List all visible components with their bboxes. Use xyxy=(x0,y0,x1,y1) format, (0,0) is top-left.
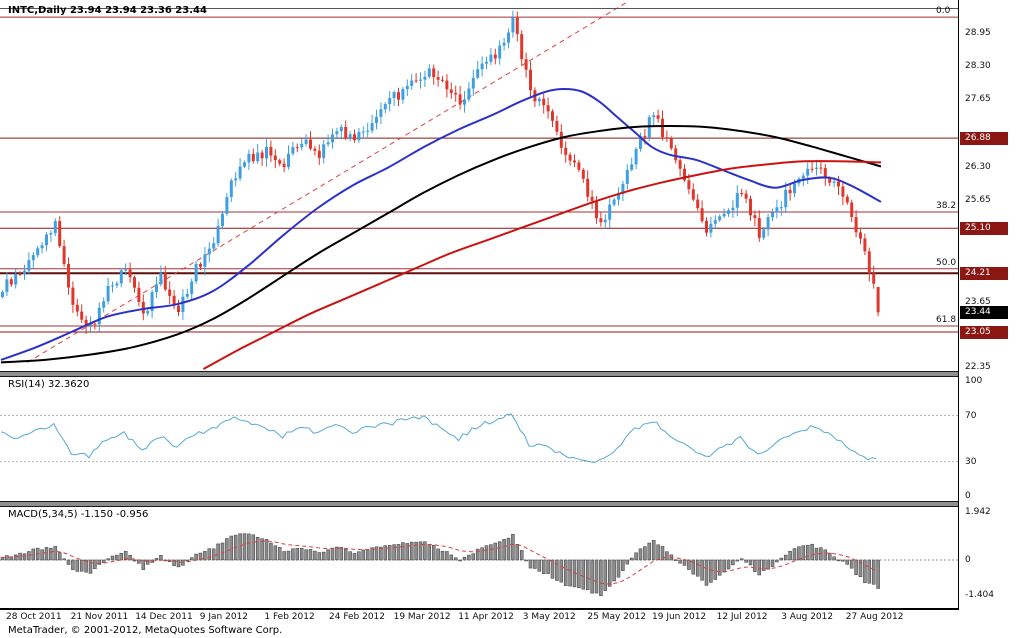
date-label: 14 Dec 2011 xyxy=(135,612,193,622)
price-tick-label: 26.30 xyxy=(965,162,991,173)
time-axis[interactable]: 28 Oct 2011 21 Nov 2011 14 Dec 2011 9 Jan 2… xyxy=(0,612,958,624)
date-label: 11 Apr 2012 xyxy=(458,612,514,622)
time-axis-border xyxy=(0,608,1017,610)
macd-tick-label: 0 xyxy=(965,554,971,565)
price-level-label: 24.21 xyxy=(960,266,1008,280)
window-separator[interactable] xyxy=(0,371,1017,377)
fibonacci-level-label: 0.0 xyxy=(936,6,951,17)
symbol-quote-label: INTC,Daily 23.94 23.94 23.36 23.44 xyxy=(8,5,207,16)
rsi-indicator-chart[interactable] xyxy=(0,377,958,501)
macd-tick-label: -1.404 xyxy=(965,589,995,600)
copyright-text: MetaTrader, © 2001-2012, MetaQuotes Soft… xyxy=(8,625,283,636)
date-label: 24 Feb 2012 xyxy=(329,612,386,622)
date-label: 19 Mar 2012 xyxy=(393,612,451,622)
date-label: 27 Aug 2012 xyxy=(845,612,904,622)
price-level-label: 25.10 xyxy=(960,221,1008,235)
rsi-tick-label: 70 xyxy=(965,410,977,421)
macd-label: MACD(5,34,5) -1.150 -0.956 xyxy=(8,509,149,520)
date-label: 21 Nov 2011 xyxy=(70,612,129,622)
price-level-label: 26.88 xyxy=(960,131,1008,145)
macd-indicator-chart[interactable] xyxy=(0,507,958,608)
chart-top-border xyxy=(0,8,1017,9)
rsi-tick-label: 0 xyxy=(965,491,971,501)
date-label: 1 Feb 2012 xyxy=(264,612,315,622)
date-label: 12 Jul 2012 xyxy=(716,612,768,622)
rsi-tick-label: 30 xyxy=(965,456,977,467)
date-label: 19 Jun 2012 xyxy=(652,612,707,622)
date-label: 25 May 2012 xyxy=(587,612,647,622)
price-level-label: 23.44 xyxy=(960,305,1008,319)
fibonacci-level-label: 50.0 xyxy=(936,257,957,268)
date-label: 3 Aug 2012 xyxy=(781,612,834,622)
window-separator[interactable] xyxy=(0,501,1017,507)
date-label: 9 Jan 2012 xyxy=(199,612,249,622)
fibonacci-level-label: 61.8 xyxy=(936,314,957,325)
price-tick-label: 23.65 xyxy=(965,296,991,307)
price-level-label: 23.05 xyxy=(960,325,1008,339)
price-tick-label: 25.65 xyxy=(965,195,991,206)
price-tick-label: 27.65 xyxy=(965,94,991,105)
rsi-label: RSI(14) 32.3620 xyxy=(8,379,90,390)
fibonacci-level-label: 38.2 xyxy=(936,201,957,212)
price-tick-label: 28.30 xyxy=(965,61,991,72)
macd-tick-label: 1.942 xyxy=(965,506,991,517)
date-label: 28 Oct 2011 xyxy=(6,612,62,622)
main-price-chart[interactable] xyxy=(0,0,958,371)
date-label: 3 May 2012 xyxy=(522,612,576,622)
price-tick-label: 22.35 xyxy=(965,362,991,373)
price-axis[interactable]: 28.95 28.30 27.65 26.30 25.65 23.65 22.35 26.88… xyxy=(958,0,1017,610)
rsi-tick-label: 100 xyxy=(965,376,983,386)
price-tick-label: 28.95 xyxy=(965,28,991,39)
